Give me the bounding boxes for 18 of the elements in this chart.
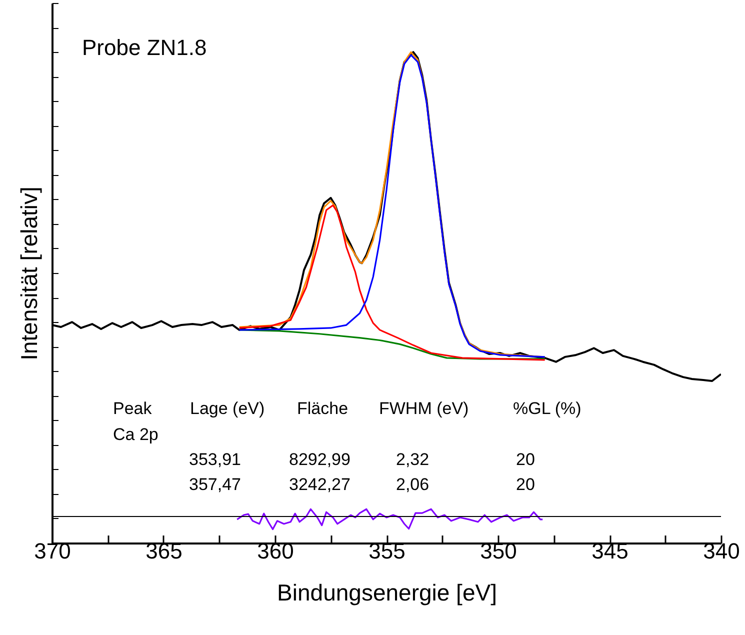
annotation: FWHM (eV) bbox=[379, 399, 469, 418]
annotation: 2,32 bbox=[396, 450, 430, 469]
annotation: %GL (%) bbox=[513, 399, 582, 418]
y-axis-title: Intensität [relativ] bbox=[16, 186, 42, 360]
annotation: 20 bbox=[516, 475, 535, 494]
x-tick-label: 340 bbox=[703, 538, 740, 564]
annotation: 3242,27 bbox=[289, 475, 350, 494]
annotation: 2,06 bbox=[396, 475, 430, 494]
annotation: 20 bbox=[516, 450, 535, 469]
annotation: Fläche bbox=[297, 399, 348, 418]
annotation: Ca 2p bbox=[113, 425, 158, 444]
annotation: Probe ZN1.8 bbox=[82, 35, 207, 60]
annotation: 357,47 bbox=[189, 475, 241, 494]
x-axis-title: Bindungsenergie [eV] bbox=[277, 580, 497, 606]
annotation: Peak bbox=[113, 399, 152, 418]
annotation: 8292,99 bbox=[289, 450, 350, 469]
annotation: Lage (eV) bbox=[190, 399, 265, 418]
annotation: 353,91 bbox=[189, 450, 241, 469]
